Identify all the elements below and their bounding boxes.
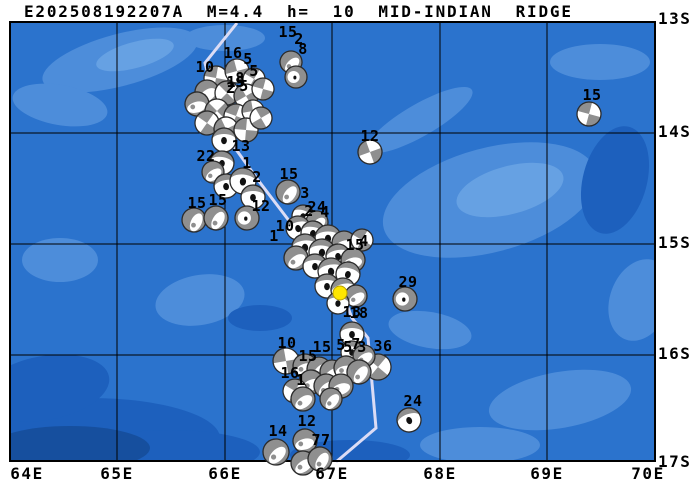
y-axis-labels: 13S 14S 15S 16S 17S [658,9,691,471]
event-count-label: 2 [252,168,262,186]
event-count-label: 1 [269,227,279,245]
focal-mechanism [319,387,343,411]
event-count-label: 2 [294,30,304,48]
event-count-label: 2 [226,79,236,97]
focal-mechanisms [181,50,602,476]
event-count-label: 36 [373,337,392,355]
focal-mechanism [346,359,372,385]
event-count-label: 13 [342,303,361,321]
event-count-label: 18 [349,304,368,322]
event-count-label: 5 [239,77,249,95]
x-axis-labels: 64E 65E 66E 67E 68E 69E 70E [10,464,664,483]
focal-mechanism [307,446,333,472]
event-count-label: 8 [235,69,245,87]
event-count-label: 12 [360,127,379,145]
event-count-label: 1 [296,371,306,389]
focal-mechanism [350,228,374,252]
focal-mechanism [234,205,260,231]
event-count-label: 5 [249,62,259,80]
figure-title: E202508192207A M=4.4 h= 10 MID-INDIAN RI… [24,2,573,21]
focal-mechanism [339,321,365,347]
focal-mechanism [396,407,422,433]
focal-mechanism [290,386,316,412]
event-count-label: 3 [300,184,310,202]
event-count-label: 3 [357,338,367,356]
event-count-label: 14 [268,422,287,440]
event-count-label: 5 [243,50,253,68]
event-count-label: 4 [320,203,330,221]
event-count-label: 7 [351,335,361,353]
event-count-label: 12 [251,197,270,215]
epicenter-dot [332,285,348,301]
event-count-label: 29 [398,273,417,291]
event-count-label: 1 [242,154,252,172]
focal-mechanism [344,284,368,308]
focal-mechanism [249,106,273,130]
y-tick-label: 13S [658,9,691,28]
focal-mechanism [357,139,383,165]
event-count-label: 4 [359,232,369,250]
event-count-label: 15 [582,86,601,104]
event-count-label: 5 [336,336,346,354]
event-count-label: 15 [278,23,297,41]
event-count-label: 15 [298,347,317,365]
focal-mechanism [194,110,220,136]
x-tick-label: 65E [100,464,133,483]
event-count-label: 10 [275,217,294,235]
event-count-label: 16 [280,364,299,382]
focal-mechanism [184,91,210,117]
x-tick-label: 68E [423,464,456,483]
event-count-label: 10 [277,334,296,352]
event-count-label: 10 [195,58,214,76]
focal-mechanism [283,245,309,271]
event-count-label: 15 [345,236,364,254]
focal-mechanism [181,207,207,233]
event-count-label: 24 [403,392,422,410]
focal-mechanism [392,286,418,312]
event-count-label: 24 [307,198,326,216]
bathymetry-patches [10,25,655,461]
focal-mechanism [251,77,275,101]
event-count-label: 15 [226,73,245,91]
focal-mechanism [292,428,318,454]
event-count-label: 15 [312,338,331,356]
y-tick-label: 17S [658,452,691,471]
focal-mechanism [275,179,301,205]
x-tick-label: 69E [530,464,563,483]
event-count-label: 13 [231,137,250,155]
event-count-label: 15 [208,191,227,209]
y-tick-label: 16S [658,344,691,363]
event-count-label: 15 [187,194,206,212]
event-count-label: 22 [196,147,215,165]
map-frame [9,21,656,462]
y-tick-label: 14S [658,122,691,141]
x-tick-label: 67E [315,464,348,483]
event-count-label: 8 [298,40,308,58]
focal-mechanism [203,205,229,231]
event-count-label: 2 [304,202,314,220]
y-tick-label: 15S [658,233,691,252]
focal-mechanism [284,65,308,89]
x-tick-label: 64E [10,464,43,483]
focal-mechanism [262,438,290,466]
focal-mechanism [211,127,237,153]
event-count-label: 5 [343,338,353,356]
event-count-label: 16 [223,44,242,62]
focal-mechanism [576,101,602,127]
event-count-label: 77 [311,431,330,449]
event-count-label: 12 [297,412,316,430]
x-tick-label: 66E [208,464,241,483]
event-count-label: 15 [279,165,298,183]
x-tick-label: 70E [631,464,664,483]
